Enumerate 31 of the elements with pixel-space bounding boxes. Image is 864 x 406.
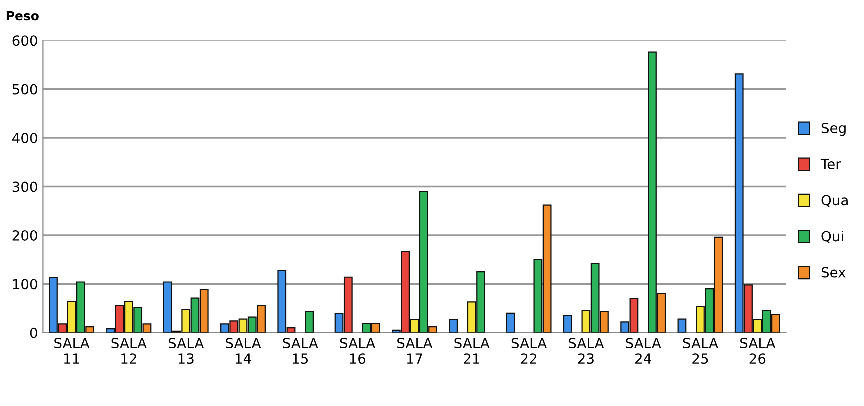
y-tick-label: 0: [30, 328, 38, 338]
legend-label: Qui: [822, 230, 844, 244]
legend-label: Seg: [822, 122, 846, 136]
legend-label: Qua: [822, 195, 848, 208]
x-tick-label: SALA 11: [54, 338, 90, 364]
legend-label: Sex: [822, 267, 846, 278]
y-tick-label: 600: [12, 36, 38, 46]
y-tick-label: 200: [12, 230, 38, 241]
bar: [506, 312, 516, 333]
x-tick-label: SALA 23: [569, 338, 604, 364]
x-tick-label: SALA 17: [398, 338, 433, 364]
x-tick-label: SALA 16: [340, 338, 376, 364]
x-tick-label: SALA 12: [112, 338, 147, 364]
bar: [305, 311, 314, 333]
y-tick-label: 500: [12, 84, 38, 95]
x-tick-label: SALA 14: [226, 338, 262, 364]
y-axis-title: Peso: [6, 11, 39, 21]
x-tick-label: SALA 21: [454, 338, 490, 364]
bar: [678, 318, 687, 333]
bar: [563, 315, 572, 333]
y-tick-label: 400: [12, 133, 38, 144]
bar: [449, 319, 458, 333]
x-tick-label: SALA 13: [168, 338, 204, 364]
x-tick-label: SALA 15: [283, 338, 318, 364]
x-tick-label: SALA 22: [512, 338, 547, 364]
x-tick-label: SALA 25: [683, 338, 718, 364]
x-tick-label: SALA 24: [626, 338, 662, 364]
y-tick-label: 300: [12, 182, 38, 192]
x-tick-label: SALA 26: [740, 338, 776, 364]
y-tick-label: 100: [13, 279, 38, 290]
legend-label: Ter: [820, 159, 842, 170]
